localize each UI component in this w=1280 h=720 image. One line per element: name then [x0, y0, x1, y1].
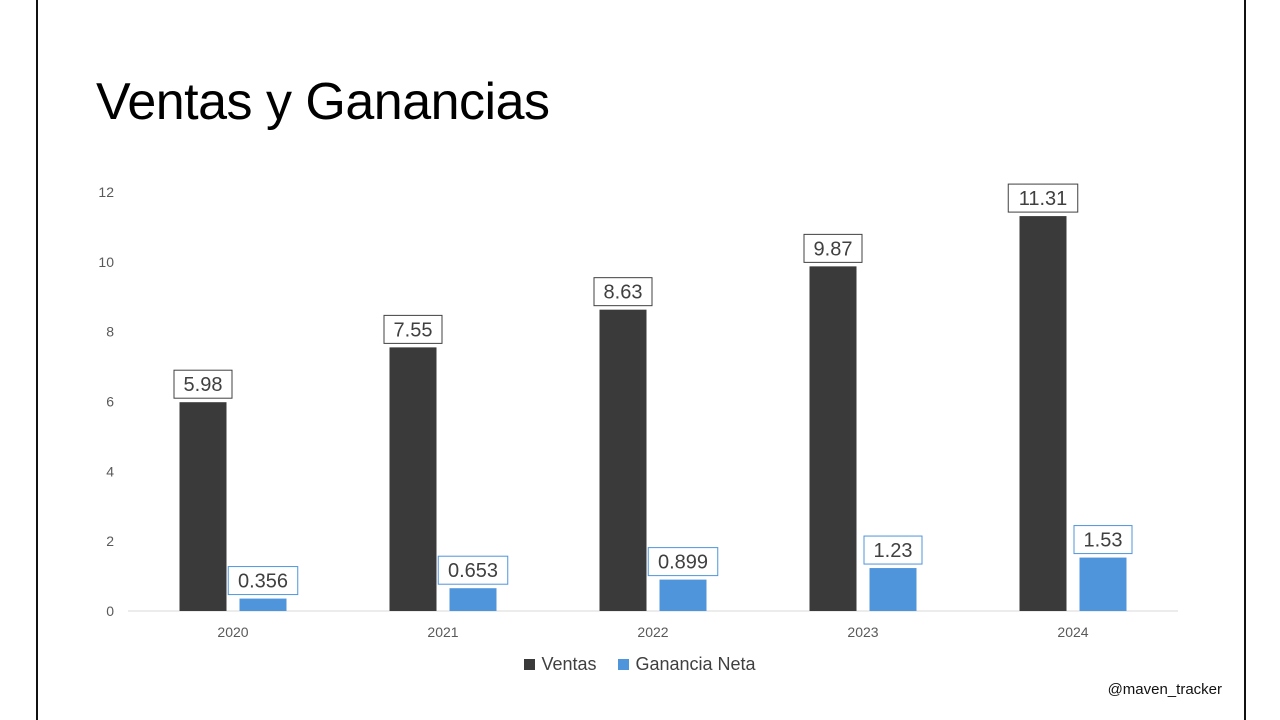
data-label-ventas: 7.55	[394, 319, 433, 341]
data-label-box-ventas	[803, 233, 863, 263]
data-label-ganancia-neta: 1.23	[874, 540, 913, 562]
x-tick-label: 2024	[1057, 624, 1088, 640]
x-tick-label: 2022	[637, 624, 668, 640]
legend-label-ganancia-neta: Ganancia Neta	[635, 654, 756, 674]
data-label-ganancia-neta: 0.899	[658, 552, 708, 574]
data-label-box-ventas	[383, 314, 443, 344]
bar-ganancia-neta	[449, 588, 497, 611]
frame-left-border	[36, 0, 38, 720]
y-tick-label: 0	[106, 603, 114, 619]
bar-ganancia-neta	[239, 598, 287, 611]
data-label-ventas: 5.98	[184, 374, 223, 396]
data-label-ganancia-neta: 1.53	[1084, 530, 1123, 552]
data-label-ventas: 8.63	[604, 282, 643, 304]
x-tick-label: 2021	[427, 624, 458, 640]
y-tick-label: 10	[98, 254, 114, 270]
data-label-box-ganancia-neta	[1073, 525, 1133, 555]
bar-ventas	[179, 402, 227, 611]
y-tick-label: 8	[106, 324, 114, 340]
x-tick-label: 2023	[847, 624, 878, 640]
y-tick-label: 12	[98, 184, 114, 200]
data-label-box-ventas	[593, 277, 653, 307]
y-tick-label: 2	[106, 533, 114, 549]
data-label-box-ventas	[1007, 183, 1079, 213]
bar-ventas	[809, 266, 857, 611]
data-label-ganancia-neta: 0.653	[448, 560, 498, 582]
legend-swatch-ventas	[524, 659, 536, 670]
data-label-box-ganancia-neta	[863, 535, 923, 565]
legend-item-ganancia-neta: Ganancia Neta	[618, 654, 756, 675]
y-tick-label: 6	[106, 394, 114, 410]
page-title: Ventas y Ganancias	[96, 73, 550, 131]
legend-swatch-ganancia-neta	[618, 659, 630, 670]
bar-ventas	[599, 309, 647, 611]
legend-label-ventas: Ventas	[541, 654, 597, 674]
data-label-ventas: 11.31	[1019, 188, 1068, 210]
bar-ventas	[389, 347, 437, 611]
bar-ventas	[1019, 216, 1067, 611]
bar-ganancia-neta	[869, 568, 917, 611]
data-label-box-ganancia-neta	[437, 555, 509, 585]
data-label-ventas: 9.87	[814, 238, 853, 260]
frame-right-border	[1244, 0, 1246, 720]
bar-ganancia-neta	[659, 579, 707, 611]
data-label-box-ganancia-neta	[227, 566, 299, 596]
legend-item-ventas: Ventas	[524, 654, 596, 675]
chart-legend: Ventas Ganancia Neta	[0, 654, 1280, 675]
data-label-ganancia-neta: 0.356	[238, 571, 288, 593]
data-label-box-ventas	[173, 369, 233, 399]
author-handle: @maven_tracker	[1107, 681, 1222, 698]
y-tick-label: 4	[106, 463, 114, 479]
data-label-box-ganancia-neta	[647, 547, 719, 577]
x-tick-label: 2020	[217, 624, 248, 640]
bar-ganancia-neta	[1079, 557, 1127, 611]
